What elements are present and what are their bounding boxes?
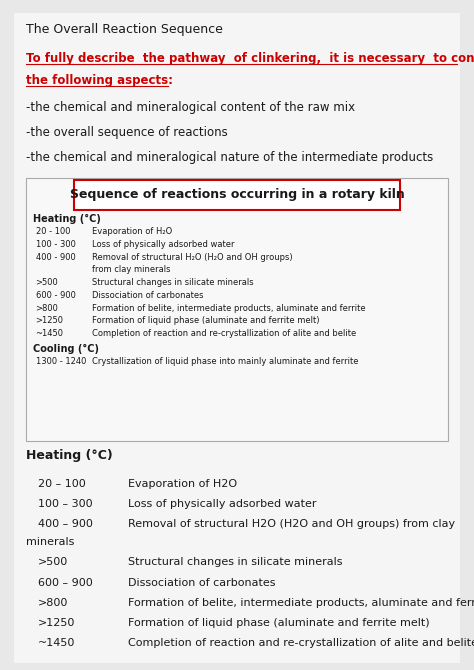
Text: 100 - 300: 100 - 300 [36,240,75,249]
Text: 600 - 900: 600 - 900 [36,291,75,299]
Text: -the overall sequence of reactions: -the overall sequence of reactions [26,126,228,139]
Text: Removal of structural H₂O (H₂O and OH groups): Removal of structural H₂O (H₂O and OH gr… [92,253,293,261]
Text: Dissociation of carbonates: Dissociation of carbonates [128,578,275,588]
FancyBboxPatch shape [14,13,460,663]
Text: Completion of reaction and re-crystallization of alite and belite: Completion of reaction and re-crystalliz… [128,638,474,648]
Text: Removal of structural H2O (H2O and OH groups) from clay: Removal of structural H2O (H2O and OH gr… [128,519,455,529]
Text: ~1450: ~1450 [38,638,75,648]
Text: 100 – 300: 100 – 300 [38,499,92,509]
FancyBboxPatch shape [26,178,448,441]
Text: 400 - 900: 400 - 900 [36,253,75,261]
Text: Formation of belite, intermediate products, aluminate and ferrite: Formation of belite, intermediate produc… [92,304,366,312]
Text: Completion of reaction and re-crystallization of alite and belite: Completion of reaction and re-crystalliz… [92,329,356,338]
Text: Formation of liquid phase (aluminate and ferrite melt): Formation of liquid phase (aluminate and… [92,316,320,325]
Text: Crystallization of liquid phase into mainly aluminate and ferrite: Crystallization of liquid phase into mai… [92,357,359,366]
Text: -the chemical and mineralogical nature of the intermediate products: -the chemical and mineralogical nature o… [26,151,433,164]
Text: Loss of physically adsorbed water: Loss of physically adsorbed water [92,240,235,249]
Text: 20 - 100: 20 - 100 [36,227,70,236]
Text: Loss of physically adsorbed water: Loss of physically adsorbed water [128,499,317,509]
Text: >800: >800 [36,304,58,312]
Text: Structural changes in silicate minerals: Structural changes in silicate minerals [92,278,254,287]
Text: Evaporation of H2O: Evaporation of H2O [128,479,237,489]
Text: >1250: >1250 [38,618,75,628]
Text: 1300 - 1240: 1300 - 1240 [36,357,86,366]
Text: Heating (°C): Heating (°C) [33,214,101,224]
Text: To fully describe  the pathway  of clinkering,  it is necessary  to consider: To fully describe the pathway of clinker… [26,52,474,64]
Text: Heating (°C): Heating (°C) [26,449,113,462]
Text: Structural changes in silicate minerals: Structural changes in silicate minerals [128,557,343,567]
Text: minerals: minerals [26,537,74,547]
Text: Evaporation of H₂O: Evaporation of H₂O [92,227,173,236]
Text: Formation of belite, intermediate products, aluminate and ferrite: Formation of belite, intermediate produc… [128,598,474,608]
Text: 20 – 100: 20 – 100 [38,479,86,489]
Text: 600 – 900: 600 – 900 [38,578,93,588]
Text: >500: >500 [36,278,58,287]
Text: >1250: >1250 [36,316,64,325]
FancyBboxPatch shape [74,180,400,210]
Text: >500: >500 [38,557,68,567]
Text: Sequence of reactions occurring in a rotary kiln: Sequence of reactions occurring in a rot… [70,188,404,201]
Text: ~1450: ~1450 [36,329,64,338]
Text: Cooling (°C): Cooling (°C) [33,344,99,354]
Text: from clay minerals: from clay minerals [92,265,171,274]
Text: -the chemical and mineralogical content of the raw mix: -the chemical and mineralogical content … [26,100,355,113]
Text: >800: >800 [38,598,68,608]
Text: Dissociation of carbonates: Dissociation of carbonates [92,291,204,299]
Text: the following aspects:: the following aspects: [26,74,173,86]
Text: 400 – 900: 400 – 900 [38,519,93,529]
Text: Formation of liquid phase (aluminate and ferrite melt): Formation of liquid phase (aluminate and… [128,618,429,628]
Text: The Overall Reaction Sequence: The Overall Reaction Sequence [26,23,223,36]
